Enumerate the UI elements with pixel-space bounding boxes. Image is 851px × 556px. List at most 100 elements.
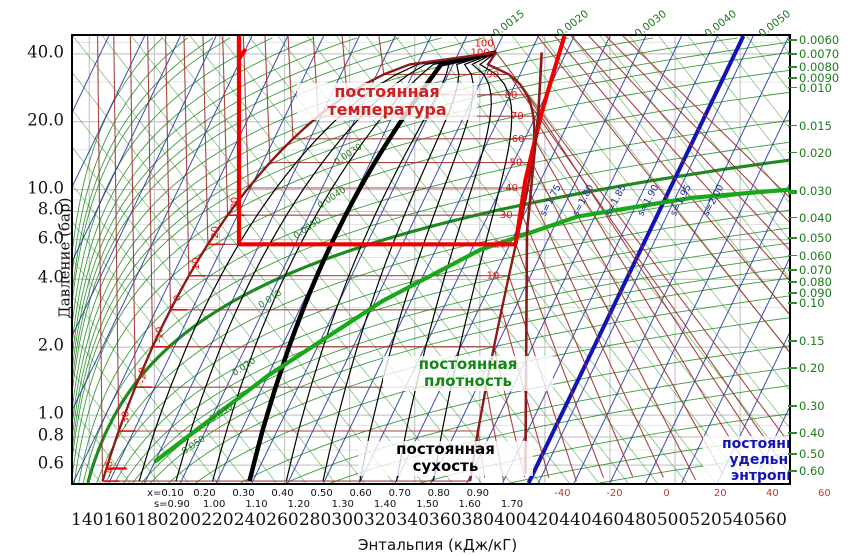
svg-text:0.0030: 0.0030: [333, 142, 365, 168]
svg-text:s=1.90: s=1.90: [636, 183, 662, 218]
right-axis-tick-label: 0.070: [799, 262, 832, 277]
right-axis-tick-mark: [788, 268, 797, 271]
entropy-scale-label: 1.10: [245, 499, 268, 510]
right-axis-tick-mark: [788, 151, 797, 154]
right-axis-tick-mark: [788, 237, 797, 240]
x-axis-tick-label: 160: [103, 510, 137, 530]
annotation-line: удельная: [703, 452, 789, 469]
quality-scale-label: 0.20: [193, 488, 216, 499]
right-axis-tick-label: 0.50: [799, 446, 825, 461]
svg-text:30: 30: [500, 210, 513, 221]
x-axis-tick-label: 180: [136, 510, 169, 530]
entropy-scale-label: 1.70: [500, 499, 524, 510]
right-axis-tick-mark: [788, 367, 797, 369]
right-axis-tick-label: 0.60: [799, 464, 825, 478]
y-axis-tick-label: 4.0: [37, 267, 64, 287]
annotation-line: постоянная: [358, 440, 533, 459]
right-axis-tick-mark: [788, 124, 797, 127]
svg-text:-30: -30: [121, 411, 132, 427]
x-axis-tick-label: 340: [396, 510, 429, 530]
x-axis-tick-label: 240: [233, 510, 267, 530]
svg-text:70: 70: [511, 111, 524, 122]
annotation-line: постоянная: [383, 355, 553, 374]
annotation-constant-temperature: постоянная температура: [297, 82, 477, 120]
quality-scale-label: 0.60: [349, 488, 372, 499]
entropy-scale-label: 1.60: [458, 499, 481, 510]
svg-text:s=1.95: s=1.95: [668, 183, 694, 218]
svg-text:-10: -10: [155, 327, 166, 343]
right-axis-tick-mark: [788, 302, 797, 304]
right-axis-tick-mark: [788, 86, 797, 89]
svg-text:-20: -20: [137, 367, 148, 383]
right-axis-tick-label: 0.30: [799, 399, 825, 414]
svg-text:10: 10: [191, 257, 202, 270]
right-axis-tick-mark: [788, 340, 797, 342]
x-axis-tick-label: 420: [526, 510, 560, 530]
x-axis-tick-label: 520: [689, 510, 722, 530]
svg-text:s=1.80: s=1.80: [571, 183, 597, 218]
svg-text:30: 30: [230, 197, 241, 210]
svg-text:40: 40: [505, 183, 518, 194]
y-axis-tick-label: 1.0: [37, 403, 64, 423]
x-axis-tick-label: 260: [266, 510, 299, 530]
entropy-scale-label: s=0.90: [153, 499, 190, 510]
svg-text:60: 60: [512, 134, 525, 145]
annotation-line: плотность: [383, 372, 553, 391]
right-axis-tick-label: 0.0080: [799, 59, 840, 74]
y-axis-tick-label: 0.8: [37, 425, 64, 445]
quality-scale-label: 0.50: [310, 488, 333, 499]
right-axis-tick-mark: [788, 470, 797, 472]
svg-text:10: 10: [487, 271, 500, 282]
svg-text:100: 100: [475, 38, 494, 49]
annotation-constant-density: постоянная плотность: [383, 355, 553, 391]
x-axis-tick-label: 500: [656, 510, 690, 530]
annotation-constant-entropy: постоянная удельная энтропия: [703, 436, 789, 483]
right-axis-tick-label: 0.0060: [799, 33, 840, 47]
svg-text:s=1.85: s=1.85: [603, 183, 629, 218]
superheat-temperature-label: 20: [713, 488, 727, 499]
bold-lines-layer: [153, 187, 789, 464]
right-axis-tick-label: 0.060: [799, 248, 832, 263]
right-axis-tick-mark: [788, 216, 797, 219]
y-axis-tick-label: 2.0: [37, 335, 64, 355]
x-axis-tick-label: 560: [754, 510, 787, 530]
svg-text:50: 50: [510, 158, 523, 169]
x-axis-title: Энтальпия (кДж/кГ): [358, 536, 518, 554]
svg-text:0: 0: [172, 295, 183, 301]
right-axis-tick-label: 0.0070: [799, 47, 840, 62]
superheat-temperature-label: 0: [663, 488, 670, 499]
svg-text:s=2.00: s=2.00: [701, 183, 727, 218]
annotation-line: энтропия: [703, 468, 789, 483]
svg-text:0.050: 0.050: [180, 434, 207, 457]
quality-scale-label: 0.90: [466, 488, 489, 499]
svg-text:0.020: 0.020: [231, 356, 258, 379]
annotation-line: температура: [297, 100, 477, 120]
right-axis-tick-mark: [788, 432, 797, 434]
svg-text:0.010: 0.010: [257, 288, 284, 311]
right-axis-tick-mark: [788, 189, 797, 194]
quality-scale-label: 0.80: [427, 488, 450, 499]
right-axis-tick-label: 0.010: [799, 80, 832, 95]
y-axis-title-wrap: Давление (бар): [0, 34, 73, 481]
superheat-temperature-label: -20: [606, 488, 623, 499]
y-axis-tick-label: 6.0: [37, 228, 64, 248]
x-axis-tick-label: 320: [363, 510, 397, 530]
superheat-temperature-label: 60: [818, 488, 831, 499]
right-axis-tick-label: 0.020: [799, 145, 832, 160]
right-axis-tick-mark: [788, 65, 797, 68]
x-axis-tick-label: 480: [624, 510, 657, 530]
annotation-line: постоянная: [703, 436, 789, 453]
quality-scale-label: 0.30: [232, 488, 255, 499]
y-axis-tick-label: 20.0: [27, 110, 64, 130]
svg-text:20: 20: [494, 239, 507, 250]
superheat-temperature-label: -40: [554, 488, 571, 499]
entropy-scale-label: 1.50: [416, 499, 439, 510]
entropy-scale-label: 1.30: [331, 499, 354, 510]
right-axis-tick-label: 0.20: [799, 361, 825, 376]
plot-area[interactable]: -40 -30 -20 -10 0 10 20 30 10 20 30 40 50 60 70 80 90 100…: [71, 34, 791, 485]
y-axis-tick-label: 8.0: [37, 199, 64, 219]
svg-text:0.0040: 0.0040: [316, 185, 348, 211]
right-axis-tick-label: 0.040: [799, 210, 832, 225]
quality-scale-label: 0.70: [388, 488, 411, 499]
